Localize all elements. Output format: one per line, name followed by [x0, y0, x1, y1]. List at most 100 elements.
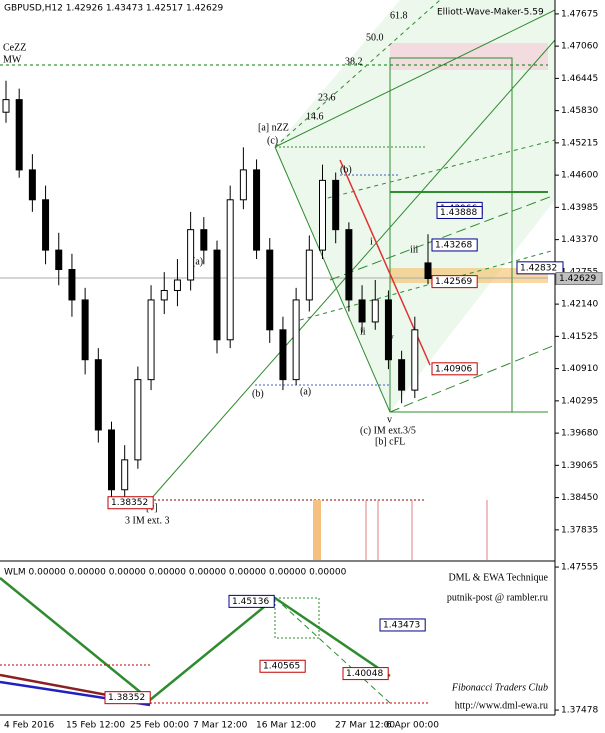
candle-body	[411, 329, 419, 391]
credit: putnik-post @ rambler.ru	[447, 592, 548, 603]
credit: DML & EWA Technique	[448, 572, 548, 583]
price-tag: 1.43268	[435, 240, 472, 250]
oscillator-tag: 1.38352	[108, 693, 145, 703]
x-tick-label: 15 Feb 12:00	[66, 721, 125, 731]
annotation: 61.8	[390, 10, 408, 21]
candle-body	[55, 249, 63, 271]
axis-tag-box	[555, 271, 603, 285]
annotation: [b] cFL	[375, 436, 405, 447]
annotation: iii	[410, 244, 419, 255]
candle-body	[345, 229, 353, 301]
candle-body	[173, 279, 181, 291]
candle-body	[239, 169, 247, 201]
axis-tag-box	[516, 261, 564, 275]
annotation: (a)	[300, 386, 311, 397]
candle-body	[28, 169, 36, 201]
annotation: 14.6	[306, 111, 324, 122]
price-tag-box	[107, 496, 154, 510]
oscillator-tag: 1.43473	[383, 620, 420, 630]
price-tag: 1.40906	[435, 364, 472, 374]
candle-body	[160, 289, 168, 301]
price-tag-box	[431, 275, 478, 289]
y-tick-label: 1.43985	[561, 203, 598, 213]
y-tick-label: 1.47555	[561, 563, 598, 573]
price-tag: 1.38352	[111, 498, 148, 508]
candle-body	[134, 379, 142, 461]
candle-body	[42, 199, 50, 251]
y-tick-label: 1.43370	[561, 235, 598, 245]
annotation: CeZZ	[3, 42, 26, 53]
candle-body	[15, 99, 23, 171]
y-tick-label: 1.47060	[561, 42, 598, 52]
candle-body	[332, 179, 340, 231]
annotation: i	[370, 236, 373, 247]
annotation: ii	[360, 326, 366, 337]
oscillator-tag-box	[104, 691, 151, 705]
candle-body	[68, 269, 76, 301]
candle-body	[81, 299, 89, 361]
annotation: MW	[3, 54, 22, 65]
oscillator-title: WLM 0.00000 0.00000 0.00000 0.00000 0.00…	[4, 568, 347, 578]
y-tick-label: 1.41525	[561, 332, 598, 342]
overlays	[0, 0, 556, 716]
candle-body	[279, 329, 287, 381]
candle-body	[200, 229, 208, 251]
annotation: (b)	[340, 164, 352, 175]
y-tick-label: 1.40295	[561, 396, 598, 406]
oscillator-tag-box	[228, 594, 275, 608]
annotation: (c) IM ext.3/5	[360, 425, 416, 436]
price-tag-box	[431, 238, 478, 252]
x-tick-label: 7 Mar 12:00	[193, 721, 248, 731]
annotation: 23.6	[318, 92, 336, 103]
candle-body	[94, 359, 102, 431]
price-tag-box	[436, 205, 483, 219]
indicator-name: Elliott-Wave-Maker-5.59	[437, 8, 544, 18]
oscillator-tag-box	[259, 659, 306, 673]
candle-body	[384, 299, 392, 361]
y-tick-label: 1.39065	[561, 461, 598, 471]
y-tick-label: 1.42140	[561, 300, 598, 310]
y-tick-label: 1.38450	[561, 493, 598, 503]
header: GBPUSD,H12 1.42926 1.43473 1.42517 1.426…	[4, 4, 544, 18]
candle-body	[187, 229, 195, 281]
oscillator-tag: 1.40565	[263, 662, 300, 672]
annotation: (a)	[192, 256, 203, 267]
price-tag-box	[431, 362, 478, 376]
annotation: 50.0	[366, 32, 384, 43]
candle-body	[424, 262, 432, 279]
price-tag: 1.42569	[435, 277, 472, 287]
oscillator-labels: WLM 0.00000 0.00000 0.00000 0.00000 0.00…	[4, 568, 549, 712]
y-tick-label: 1.40910	[561, 364, 598, 374]
candle-body	[213, 249, 221, 341]
candle-body	[2, 99, 10, 113]
axis-tag: 1.42832	[520, 263, 557, 273]
price-tag: 1.43888	[440, 208, 477, 218]
annotation: 38.2	[345, 56, 363, 67]
oscillator-tag: 1.45136	[232, 597, 269, 607]
x-tick-label: 25 Feb 00:00	[130, 721, 189, 731]
y-tick-label: 1.44600	[561, 171, 598, 181]
y-tick-label: 1.46445	[561, 74, 598, 84]
candle-body	[305, 249, 313, 301]
candle-body	[253, 169, 261, 251]
annotations: CeZZ MW [a] nZZ (c) (a) (b) (a) (b) [v] …	[3, 10, 419, 526]
annotation: v	[387, 414, 392, 425]
annotation: (c)	[267, 135, 278, 146]
x-tick-label: 16 Mar 12:00	[256, 721, 316, 731]
oscillator-tag-box	[379, 618, 426, 632]
y-tick-label: 1.47675	[561, 9, 598, 19]
y-tick-label: 1.45215	[561, 138, 598, 148]
x-tick-label: 4 Feb 2016	[4, 721, 55, 731]
annotation: 3 IM ext. 3	[125, 515, 169, 526]
candle-body	[371, 299, 379, 323]
y-tick-label: 1.37478	[561, 706, 598, 716]
candle-body	[108, 429, 115, 491]
x-tick-label: 27 Mar 12:00	[335, 721, 395, 731]
oscillator-tag-box	[342, 667, 389, 681]
candle-body	[319, 179, 326, 251]
candle-body	[398, 359, 406, 391]
oscillator-tag: 1.40048	[346, 669, 383, 679]
y-tick-label: 1.37835	[561, 525, 598, 535]
